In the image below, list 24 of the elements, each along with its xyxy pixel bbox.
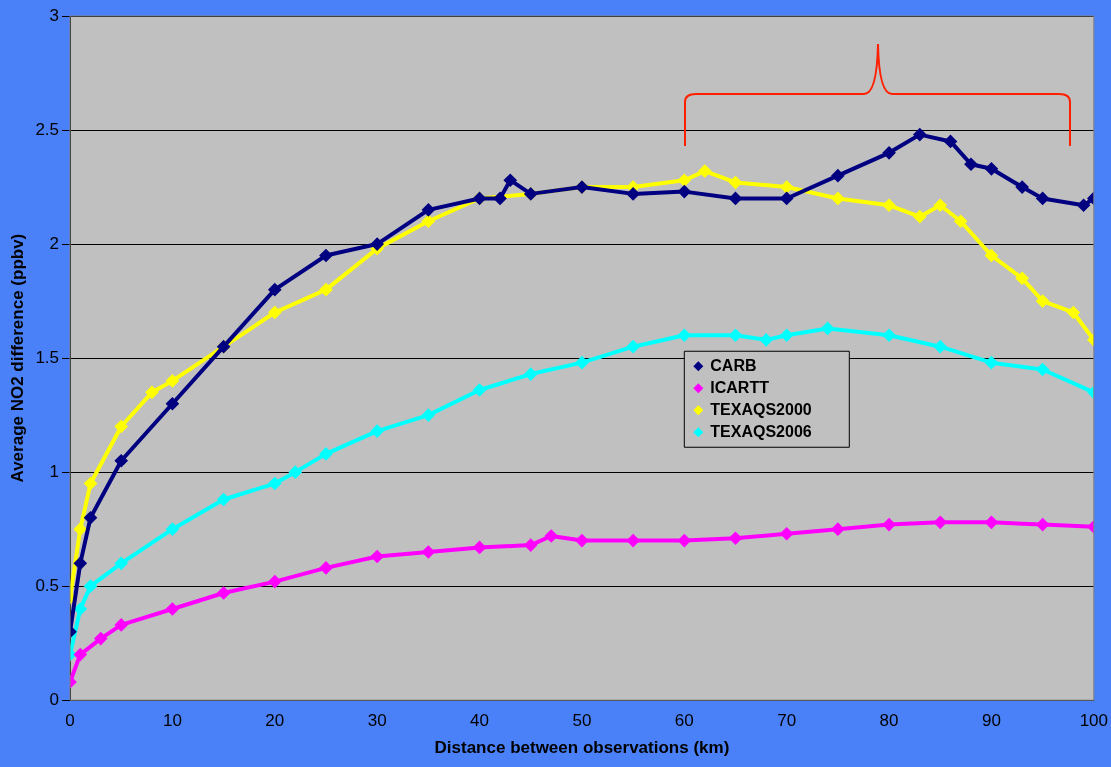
x-tick-label: 60 bbox=[674, 711, 694, 731]
x-tick-label: 20 bbox=[265, 711, 285, 731]
x-tick-label: 100 bbox=[1079, 711, 1109, 731]
x-tick-label: 40 bbox=[470, 711, 490, 731]
legend-label: ICARTT bbox=[710, 378, 770, 396]
y-tick-label: 2 bbox=[49, 233, 60, 253]
y-tick-label: 2.5 bbox=[35, 119, 60, 139]
x-tick-label: 30 bbox=[367, 711, 387, 731]
x-tick-label: 10 bbox=[162, 711, 182, 731]
x-tick-label: 50 bbox=[572, 711, 592, 731]
y-tick-label: 0.5 bbox=[35, 575, 60, 595]
legend-label: TEXAQS2006 bbox=[710, 422, 812, 440]
y-tick-label: 1.5 bbox=[35, 347, 60, 367]
y-tick-label: 3 bbox=[49, 5, 60, 25]
x-tick-label: 70 bbox=[777, 711, 797, 731]
y-tick-label: 0 bbox=[49, 689, 60, 709]
legend-label: TEXAQS2000 bbox=[710, 400, 812, 418]
x-tick-label: 90 bbox=[981, 711, 1001, 731]
x-tick-label: 80 bbox=[879, 711, 899, 731]
y-tick-label: 1 bbox=[49, 461, 60, 481]
x-tick-label: 0 bbox=[65, 711, 75, 731]
x-axis-title: Distance between observations (km) bbox=[434, 738, 730, 758]
legend-label: CARB bbox=[710, 356, 757, 374]
y-axis-title: Average NO2 difference (ppbv) bbox=[7, 233, 27, 483]
